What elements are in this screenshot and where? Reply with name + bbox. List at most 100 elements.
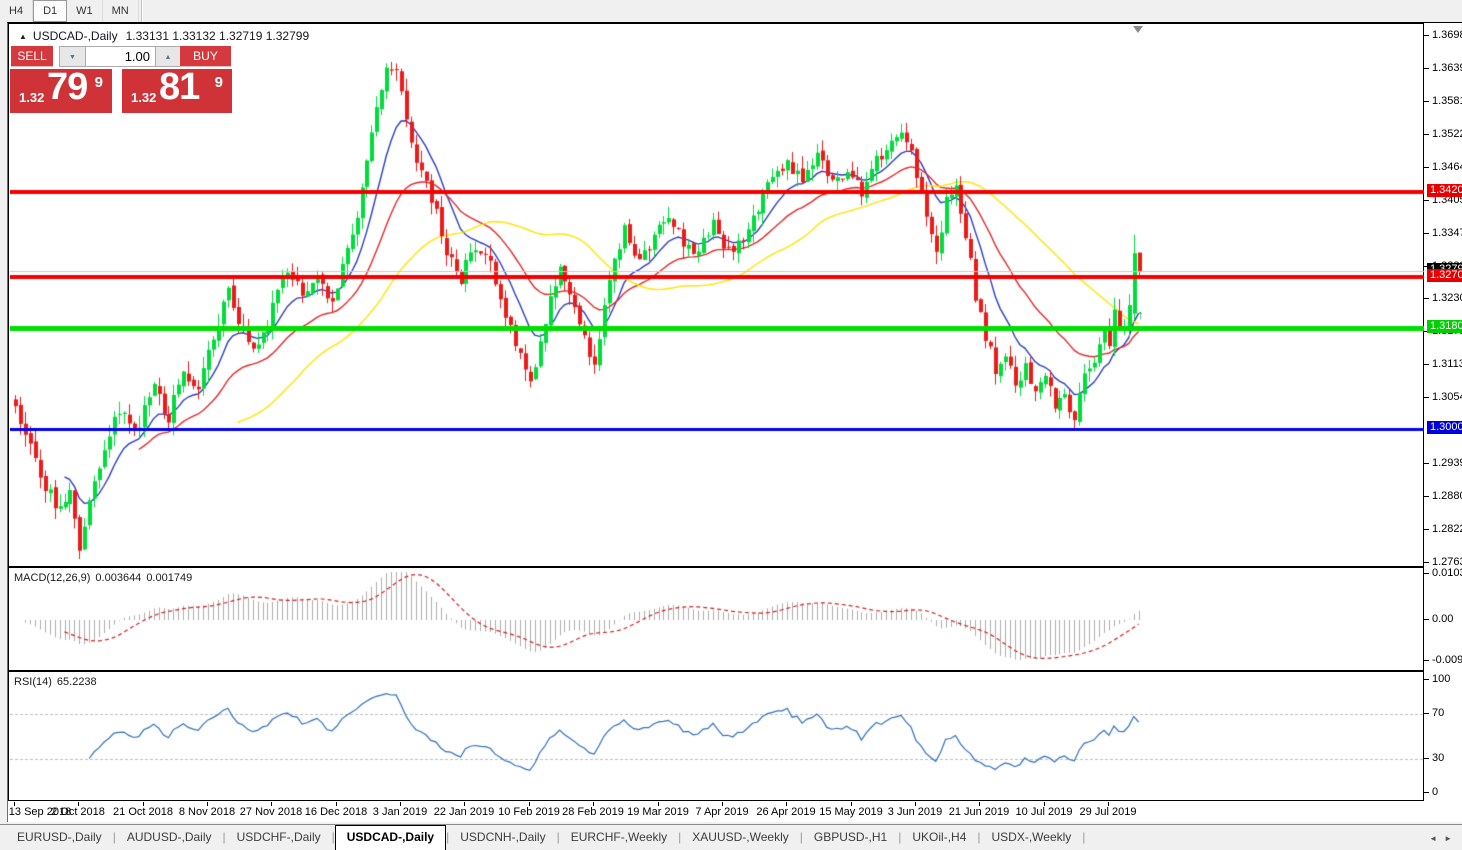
price-axis-label: 1.34640 xyxy=(1432,161,1462,173)
tab-eurchf-weekly[interactable]: EURCHF-,Weekly xyxy=(570,830,668,844)
sell-price-prefix: 1.32 xyxy=(19,90,45,105)
axis-tick-mark xyxy=(1424,713,1429,714)
price-axis-label: 1.36395 xyxy=(1432,62,1462,74)
axis-tick-mark xyxy=(1424,619,1429,620)
date-tick-mark xyxy=(658,802,659,806)
tab-gbpusd-h1[interactable]: GBPUSD-,H1 xyxy=(813,830,888,844)
axis-tick-mark xyxy=(1424,200,1429,201)
axis-tick-mark xyxy=(1424,758,1429,759)
date-tick-mark xyxy=(143,802,144,806)
axis-tick-mark xyxy=(1424,233,1429,234)
timeframe-button-w1[interactable]: W1 xyxy=(67,0,103,22)
axis-tick-mark xyxy=(1424,331,1429,332)
tab-eurusd-daily[interactable]: EURUSD-,Daily xyxy=(17,830,102,844)
price-line-badge: 1.30004 xyxy=(1427,421,1462,434)
chart-window: ▲ USDCAD-,Daily 1.33131 1.33132 1.32719 1.… xyxy=(7,22,1462,822)
rsi-axis-label: 70 xyxy=(1432,707,1445,719)
price-axis-label: 1.36980 xyxy=(1432,29,1462,41)
axis-tick-mark xyxy=(1424,562,1429,563)
date-tick-mark xyxy=(722,802,723,806)
macd-axis-label: 0.00 xyxy=(1432,613,1454,625)
axis-tick-mark xyxy=(1424,463,1429,464)
price-axis-label: 1.34055 xyxy=(1432,194,1462,206)
tab-separator: | xyxy=(446,830,450,844)
volume-decrease-button[interactable]: ▼ xyxy=(59,46,86,67)
axis-tick-mark xyxy=(1424,167,1429,168)
date-axis-label: 13 Sep 2018 xyxy=(8,806,72,818)
date-tick-mark xyxy=(979,802,980,806)
chart-symbol-period: USDCAD-,Daily xyxy=(32,29,118,43)
timeframe-button-h4[interactable]: H4 xyxy=(0,0,34,22)
price-pane: ▲ USDCAD-,Daily 1.33131 1.33132 1.32719 1.… xyxy=(8,23,1424,567)
tab-separator: | xyxy=(222,830,226,844)
timeframe-button-d1[interactable]: D1 xyxy=(33,0,68,22)
date-axis-label: 16 Dec 2018 xyxy=(304,806,368,818)
volume-input[interactable] xyxy=(86,46,155,67)
macd-name: MACD(12,26,9) xyxy=(14,572,91,584)
tab-separator: | xyxy=(331,830,335,844)
axis-tick-mark xyxy=(1424,573,1429,574)
price-line-badge: 1.34206 xyxy=(1427,184,1462,197)
axis-tick-mark xyxy=(1424,364,1429,365)
axis-tick-mark xyxy=(1424,679,1429,680)
tab-xauusd-weekly[interactable]: XAUUSD-,Weekly xyxy=(692,830,789,844)
date-axis-label: 10 Jul 2019 xyxy=(1015,806,1073,818)
tab-audusd-daily[interactable]: AUDUSD-,Daily xyxy=(126,830,212,844)
date-tick-mark xyxy=(336,802,337,806)
tab-separator: | xyxy=(556,830,560,844)
stepper-up-icon: ▲ xyxy=(164,54,172,61)
timeframe-button-mn[interactable]: MN xyxy=(103,0,139,22)
rsi-canvas[interactable] xyxy=(10,673,1424,801)
tab-usdcnh-daily[interactable]: USDCNH-,Daily xyxy=(460,830,546,844)
date-tick-mark xyxy=(593,802,594,806)
collapse-panel-icon[interactable]: ▲ xyxy=(19,32,27,41)
price-axis-label: 1.32300 xyxy=(1432,292,1462,304)
tab-scroll-right-icon[interactable]: ► xyxy=(1444,834,1452,843)
price-axis-label: 1.31130 xyxy=(1432,358,1462,370)
date-axis-label: 3 Jun 2019 xyxy=(887,806,943,818)
price-chart-canvas[interactable] xyxy=(10,25,1424,567)
sell-price-big: 79 xyxy=(47,66,88,108)
chart-title: ▲ USDCAD-,Daily 1.33131 1.33132 1.32719 1.… xyxy=(19,29,309,43)
buy-price-button[interactable]: 1.32 81 9 xyxy=(122,66,232,113)
tab-scroll-left-icon[interactable]: ◄ xyxy=(1429,834,1438,843)
date-axis-label: 7 Apr 2019 xyxy=(695,806,749,818)
date-tick-mark xyxy=(400,802,401,806)
axis-tick-mark xyxy=(1424,660,1429,661)
buy-price-big: 81 xyxy=(159,66,200,108)
price-axis-label: 1.33470 xyxy=(1432,227,1462,239)
tab-usdcad-daily[interactable]: USDCAD-,Daily xyxy=(334,825,447,850)
axis-tick-mark xyxy=(1424,101,1429,102)
date-axis-label: 19 Mar 2019 xyxy=(627,806,689,818)
buy-price-sup: 9 xyxy=(214,74,223,91)
sell-button[interactable]: SELL xyxy=(11,46,53,67)
date-tick-mark xyxy=(78,802,79,806)
sell-price-button[interactable]: 1.32 79 9 xyxy=(10,66,112,113)
date-axis-label: 3 Jan 2019 xyxy=(372,806,428,818)
date-tick-mark xyxy=(851,802,852,806)
date-tick-mark xyxy=(1108,802,1109,806)
date-tick-mark xyxy=(915,802,916,806)
macd-canvas[interactable] xyxy=(10,569,1424,671)
tab-usdchf-daily[interactable]: USDCHF-,Daily xyxy=(236,830,321,844)
date-axis-label: 29 Jul 2019 xyxy=(1079,806,1137,818)
volume-increase-button[interactable]: ▲ xyxy=(155,46,181,67)
tab-separator: | xyxy=(678,830,682,844)
macd-axis-label: -0.009203 xyxy=(1432,654,1462,666)
macd-axis-label: 0.010311 xyxy=(1432,567,1462,579)
one-click-trading-panel: SELL ▼ ▲ BUY 1.32 79 9 1.32 81 9 xyxy=(10,46,232,114)
tab-separator: | xyxy=(977,830,981,844)
tab-ukoil-h4[interactable]: UKOil-,H4 xyxy=(912,830,967,844)
date-axis-label: 10 Feb 2019 xyxy=(498,806,560,818)
buy-arrow-marker: ↑ xyxy=(1137,307,1144,322)
tab-separator: | xyxy=(799,830,803,844)
buy-button[interactable]: BUY xyxy=(180,46,231,67)
rsi-label: RSI(14) 65.2238 xyxy=(14,676,102,688)
timeframe-toolbar: H4 D1 W1 MN xyxy=(0,0,1462,22)
tab-separator: | xyxy=(898,830,902,844)
toolbar-separator xyxy=(140,0,143,22)
date-tick-mark xyxy=(1044,802,1045,806)
tab-usdx-weekly[interactable]: USDX-,Weekly xyxy=(991,830,1072,844)
price-axis-label: 1.28220 xyxy=(1432,523,1462,535)
